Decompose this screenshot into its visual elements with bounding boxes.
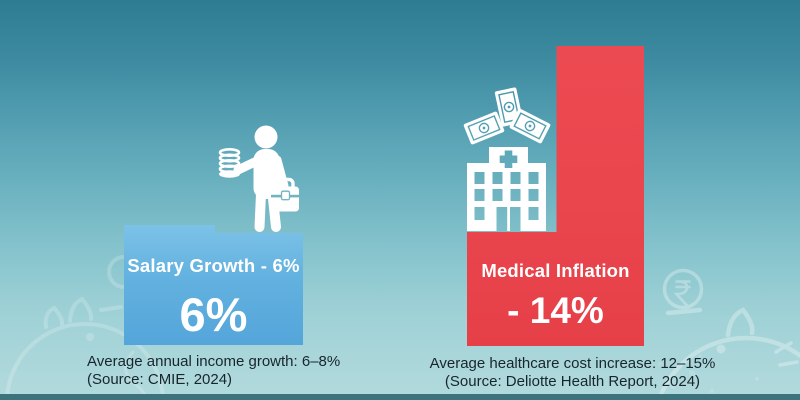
salary-caption-line1: Average annual income growth: 6–8%: [87, 353, 341, 370]
medical-caption-line2: (Source: Deliotte Health Report, 2024): [444, 372, 701, 390]
salary-caption: Average annual income growth: 6–8% (Sour…: [87, 353, 340, 388]
footer-strip: [0, 394, 800, 400]
medical-caption: Average healthcare cost increase: 12–15%…: [425, 355, 720, 390]
salary-caption-line2: (Source: CMIE, 2024): [87, 370, 233, 388]
medical-caption-line1: Average healthcare cost increase: 12–15%: [429, 355, 716, 372]
